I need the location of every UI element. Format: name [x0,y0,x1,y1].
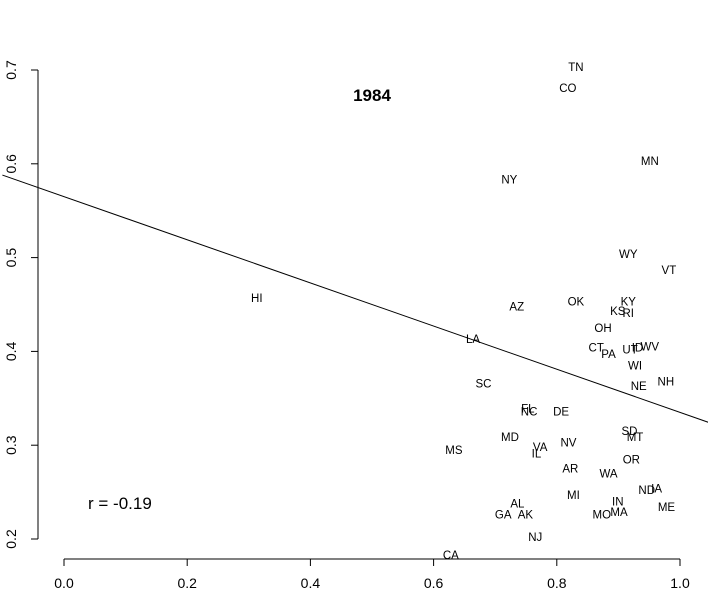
point-label-mt: MT [627,432,644,444]
point-label-or: OR [623,454,640,466]
point-label-vt: VT [662,265,677,277]
axes: 0.0 0.2 0.4 0.6 0.8 1.0 0.2 0.3 0.4 0.5 0.6 0.7 [3,60,690,591]
point-label-ok: OK [568,297,585,309]
x-tick-label: 0.0 [54,575,74,591]
y-tick-label: 0.6 [3,154,19,174]
point-label-nh: NH [658,376,675,388]
point-label-mi: MI [567,490,580,502]
point-label-wy: WY [619,249,638,261]
point-label-ky: KY [621,297,637,309]
point-label-az: AZ [509,301,524,313]
point-label-ri: RI [623,308,635,320]
point-label-id: ID [632,343,644,355]
point-label-ca: CA [443,550,459,562]
point-label-ak: AK [518,510,534,522]
point-label-oh: OH [594,323,611,335]
point-label-ms: MS [445,445,463,457]
point-label-in: IN [612,496,624,508]
point-label-ga: GA [495,510,512,522]
point-label-ny: NY [501,175,517,187]
chart-title: 1984 [353,86,391,105]
point-label-ar: AR [562,464,578,476]
point-label-ne: NE [631,381,647,393]
point-label-la: LA [466,334,480,346]
point-label-wv: WV [641,342,660,354]
x-tick-label: 0.8 [547,575,567,591]
point-label-va: VA [533,442,548,454]
point-label-nc: NC [521,406,538,418]
y-tick-label: 0.5 [3,248,19,268]
point-label-ia: IA [651,483,662,495]
point-label-ut: UT [622,345,637,357]
point-label-nj: NJ [528,532,542,544]
x-tick-label: 1.0 [670,575,690,591]
y-tick-label: 0.3 [3,435,19,455]
point-label-ct: CT [589,343,604,355]
regression-line [2,174,708,423]
point-label-fl: FL [521,404,535,416]
point-label-al: AL [510,498,525,510]
correlation-annotation: r = -0.19 [88,494,152,513]
y-tick-label: 0.2 [3,529,19,549]
point-label-md: MD [501,432,519,444]
y-tick-label: 0.4 [3,341,19,361]
point-label-ma: MA [610,507,628,519]
point-label-mn: MN [641,156,659,168]
point-label-sd: SD [621,426,637,438]
x-tick-label: 0.6 [424,575,444,591]
point-label-wa: WA [599,468,617,480]
point-label-il: IL [532,449,542,461]
point-label-nd: ND [638,485,655,497]
x-tick-label: 0.4 [301,575,321,591]
point-label-pa: PA [601,349,616,361]
point-label-tn: TN [568,62,583,74]
x-tick-label: 0.2 [177,575,197,591]
point-label-ks: KS [610,306,626,318]
point-label-wi: WI [628,360,642,372]
point-label-mo: MO [593,510,612,522]
point-label-sc: SC [476,378,492,390]
point-label-co: CO [559,83,576,95]
point-label-de: DE [553,406,569,418]
point-label-nv: NV [561,437,577,449]
point-label-hi: HI [251,293,263,305]
point-label-me: ME [658,502,676,514]
y-tick-label: 0.7 [3,60,19,80]
